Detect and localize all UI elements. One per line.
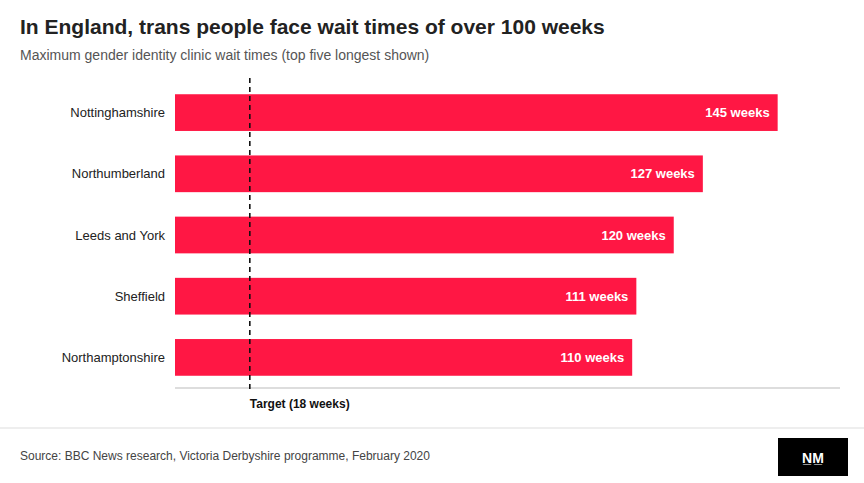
annotation: Target (18 weeks) <box>250 397 350 411</box>
logo: N̲M̲ <box>802 450 824 466</box>
category-label: Northamptonshire <box>62 350 165 365</box>
bar <box>175 94 778 131</box>
target-line <box>249 78 251 392</box>
category-label: Nottinghamshire <box>70 105 165 120</box>
category-label: Northumberland <box>72 166 165 181</box>
x-axis-line <box>175 388 840 389</box>
data-label: 120 weeks <box>601 228 665 243</box>
logo-box <box>778 438 848 476</box>
page: {"chart_data": {"type": "bar", "orientat… <box>0 0 864 483</box>
chart: In England, trans people face wait times… <box>0 0 864 483</box>
subtitle: Maximum gender identity clinic wait time… <box>20 47 429 63</box>
data-label: 127 weeks <box>631 166 695 181</box>
separator <box>0 428 864 429</box>
data-label: 111 weeks <box>565 289 628 304</box>
category-label: Sheffield <box>115 289 165 304</box>
bar <box>175 339 632 376</box>
source: Source: BBC News research, Victoria Derb… <box>20 449 430 463</box>
category-label: Leeds and York <box>75 228 165 243</box>
data-label: 145 weeks <box>705 105 769 120</box>
labels: Nottinghamshire 145 weeks Northumberland 12… <box>62 105 770 365</box>
title: In England, trans people face wait times… <box>20 15 605 38</box>
bar <box>175 155 703 192</box>
bar <box>175 278 636 315</box>
data-label: 110 weeks <box>561 350 625 365</box>
bars <box>175 94 778 376</box>
